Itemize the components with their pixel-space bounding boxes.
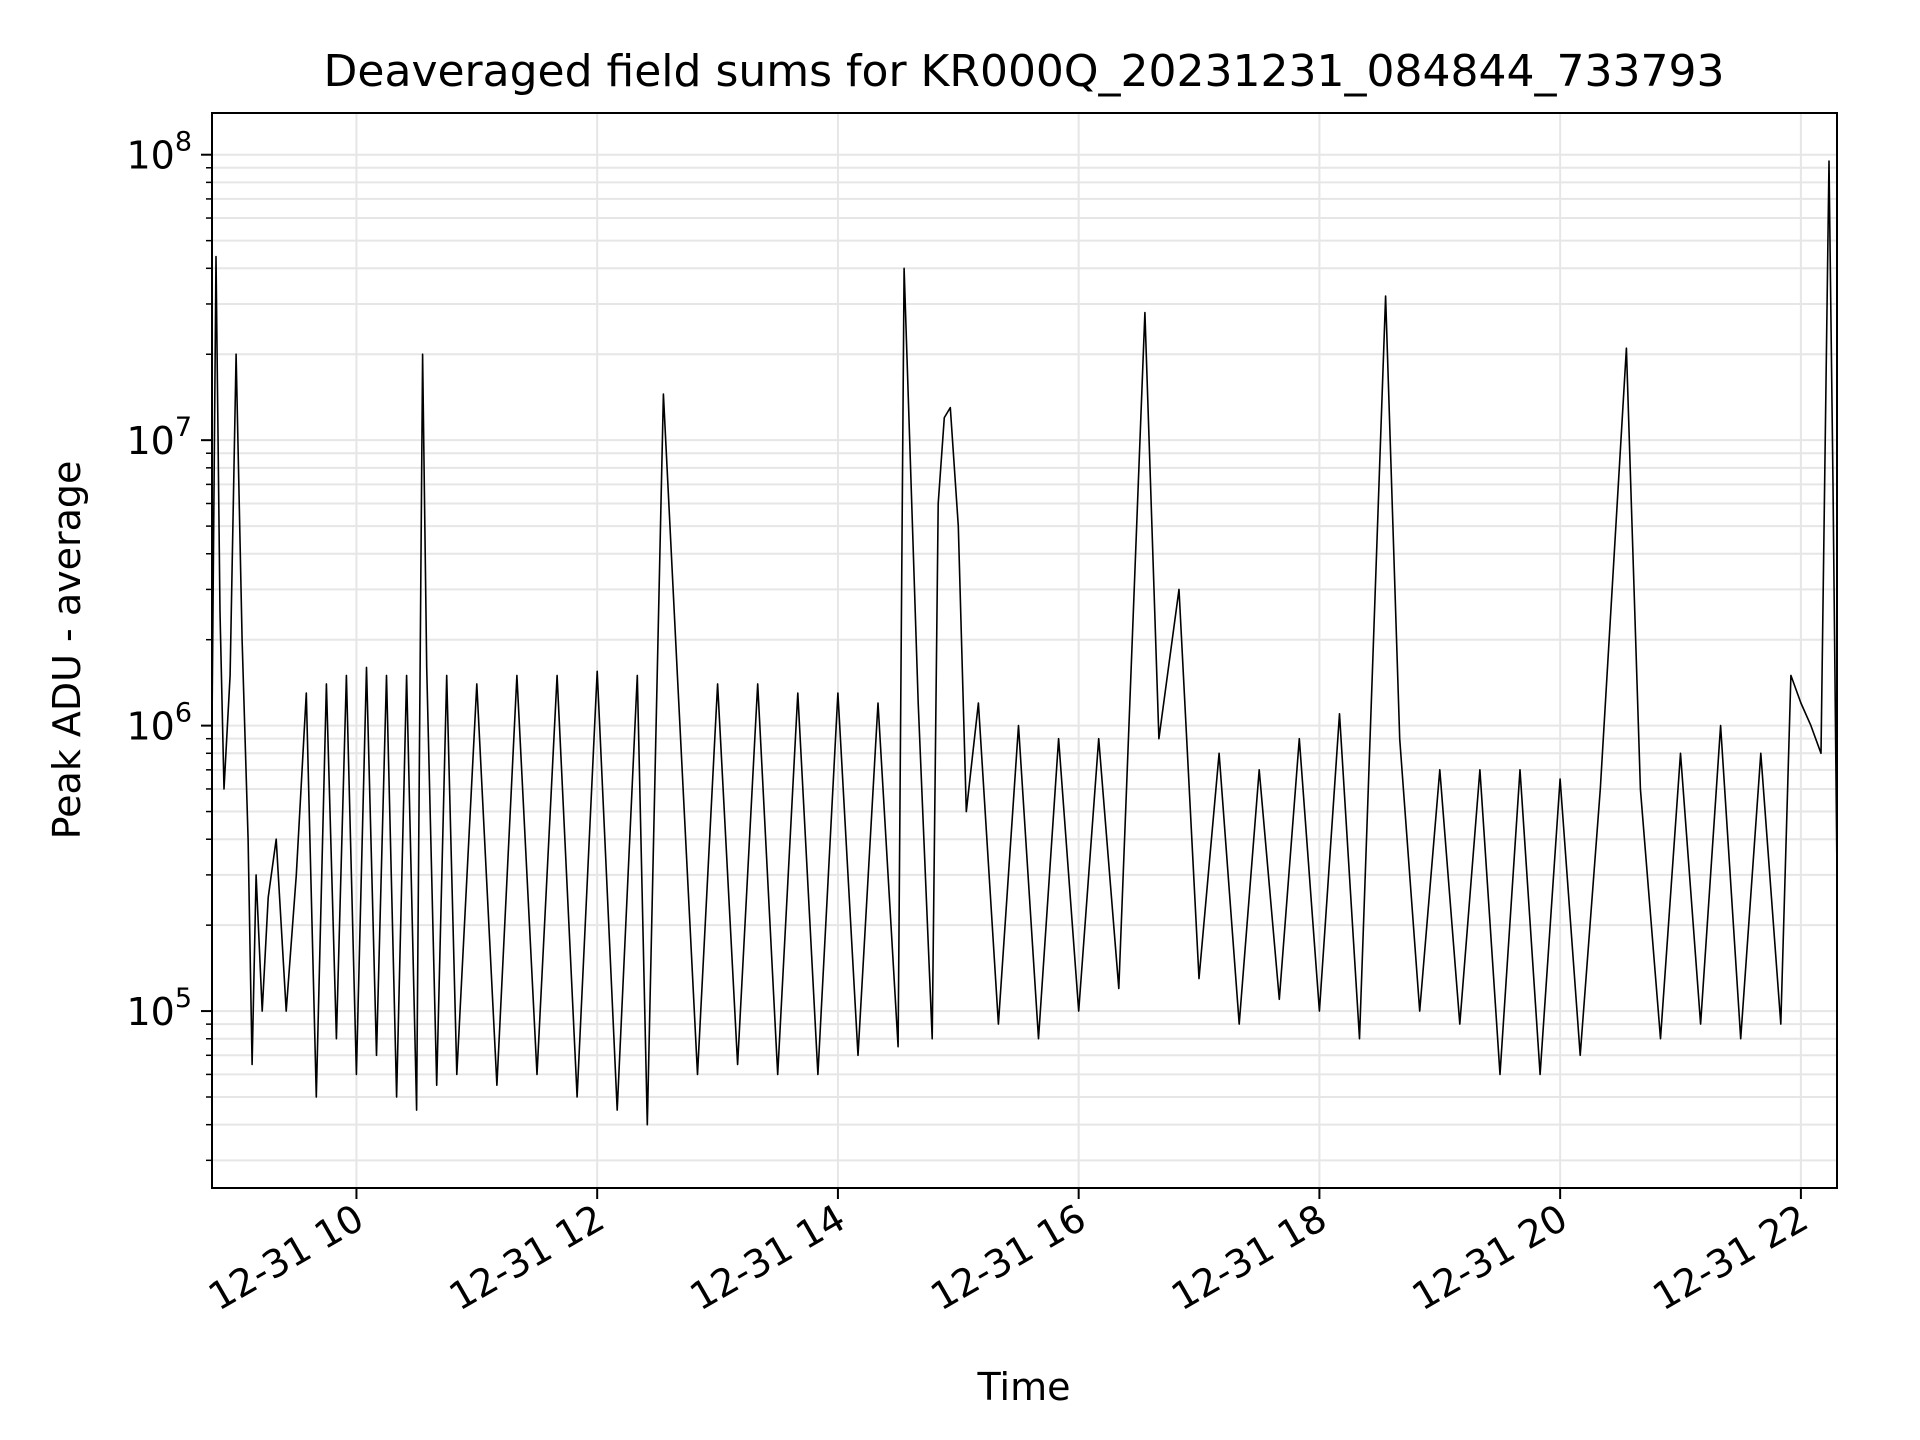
y-tick-label: 107 [126, 412, 192, 463]
y-axis: 105 106 107 108 [126, 127, 212, 1162]
y-tick-label: 106 [126, 698, 192, 749]
plot-area-frame [211, 112, 1838, 1189]
series-line-group [211, 160, 1838, 1126]
x-axis-label: Time [977, 1365, 1071, 1409]
y-tick-label: 105 [126, 983, 192, 1034]
series-line [211, 160, 1838, 1126]
y-axis-label: Peak ADU - average [45, 461, 89, 840]
y-tick-label: 108 [126, 127, 192, 178]
chart-title: Deaveraged field sums for KR000Q_2023123… [324, 46, 1725, 97]
